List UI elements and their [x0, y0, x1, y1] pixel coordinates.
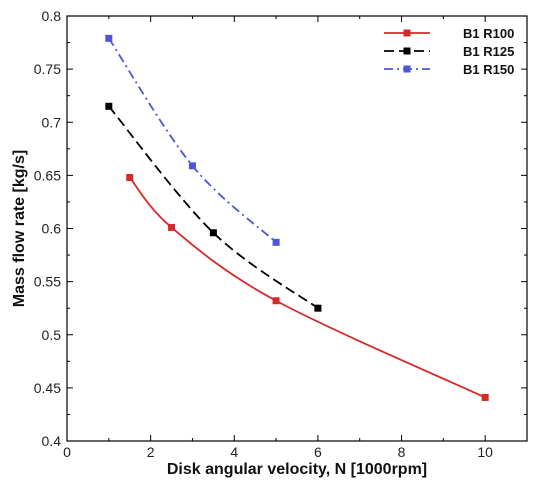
legend-marker-b1-r125	[403, 47, 411, 55]
data-point-b1-r150	[272, 238, 280, 246]
y-tick-label: 0.45	[34, 380, 61, 396]
legend: B1 R100 B1 R125 B1 R150	[384, 26, 514, 77]
data-point-b1-r125	[314, 304, 322, 312]
legend-label-b1-r100: B1 R100	[463, 26, 514, 41]
x-tick-label: 8	[398, 444, 406, 460]
y-axis-title: Mass flow rate [kg/s]	[11, 150, 28, 307]
series-line-b1-r100	[129, 176, 486, 399]
y-tick-label: 0.55	[34, 274, 61, 290]
data-point-b1-r125	[209, 229, 217, 237]
plot-frame	[66, 15, 528, 442]
x-tick-label: 6	[314, 444, 322, 460]
series-layer	[105, 34, 489, 401]
y-tick-label: 0.7	[42, 114, 62, 130]
legend-marker-b1-r100	[403, 29, 411, 37]
ticks-layer: 0 2 4 6 8 10 0.4 0.45 0.5 0.55 0.6 0.65 0.7 0.75 0.8	[34, 8, 527, 460]
data-point-b1-r150	[188, 162, 196, 170]
legend-marker-b1-r150	[403, 65, 411, 73]
y-tick-label: 0.75	[34, 61, 61, 77]
data-point-b1-r125	[105, 102, 113, 110]
y-tick-label: 0.6	[42, 221, 62, 237]
y-tick-label: 0.8	[42, 8, 62, 24]
data-point-b1-r100	[126, 174, 134, 181]
x-axis-title: Disk angular velocity, N [1000rpm]	[167, 461, 427, 478]
y-tick-label: 0.4	[42, 433, 62, 449]
x-tick-label: 10	[477, 444, 493, 460]
legend-label-b1-r125: B1 R125	[463, 44, 514, 59]
series-line-b1-r150	[108, 37, 277, 243]
y-tick-label: 0.65	[34, 167, 61, 183]
x-tick-label: 2	[147, 444, 155, 460]
x-tick-label: 4	[230, 444, 238, 460]
legend-label-b1-r150: B1 R150	[463, 62, 514, 77]
data-point-b1-r150	[105, 34, 113, 42]
x-tick-label: 0	[63, 444, 71, 460]
series-line-b1-r125	[108, 105, 319, 309]
data-point-b1-r100	[168, 223, 176, 231]
y-tick-label: 0.5	[42, 327, 62, 343]
data-point-b1-r100	[272, 297, 280, 305]
data-point-b1-r100	[481, 393, 489, 401]
